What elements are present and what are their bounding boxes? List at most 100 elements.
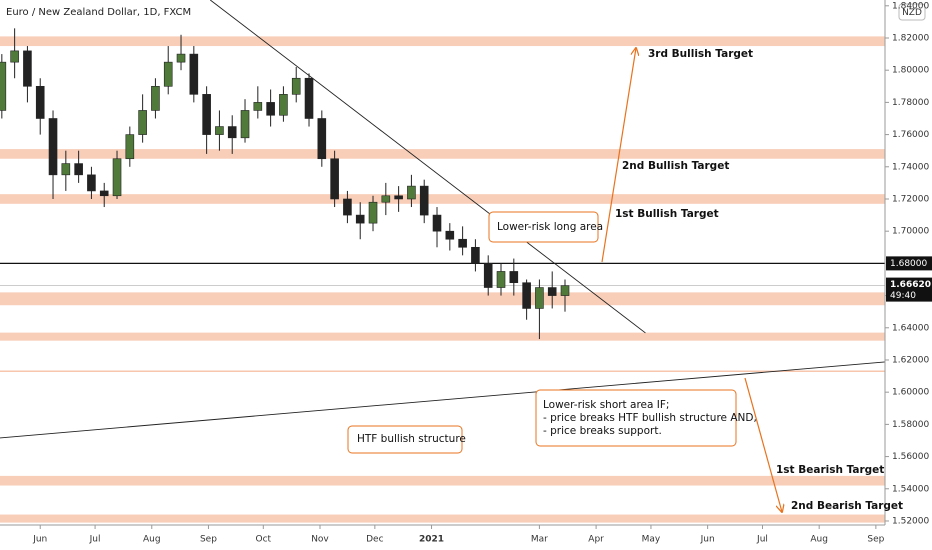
bullish-arrow [601, 48, 636, 263]
candle-body [432, 214, 442, 232]
candle-body [381, 195, 391, 203]
candle-body [343, 198, 352, 216]
x-tick-label: Jul [89, 535, 101, 545]
x-tick-label: Jun [32, 535, 47, 545]
zone [0, 194, 885, 204]
chart-title: Euro / New Zealand Dollar, 1D, FXCM [6, 7, 191, 18]
trendline [0, 361, 886, 439]
zone [0, 292, 885, 306]
y-tick-label: 1.82000 [892, 33, 929, 43]
candle-body [547, 287, 557, 296]
y-tick-label: 1.80000 [892, 66, 929, 76]
candle-body [35, 85, 45, 119]
candle-body [138, 110, 147, 135]
x-tick-label: Apr [588, 535, 604, 545]
candle-body [240, 110, 250, 139]
candle-body [215, 126, 224, 135]
candle-body [522, 282, 531, 309]
candle-body [304, 77, 314, 119]
x-tick-label: May [642, 535, 661, 545]
y-tick-label: 1.64000 [892, 323, 929, 333]
y-tick-label: 1.72000 [892, 194, 929, 204]
annotation-line: - price breaks support. [543, 425, 662, 437]
y-tick-label: 1.74000 [892, 162, 929, 172]
candle-body [61, 163, 71, 176]
candle-body [48, 118, 58, 176]
y-tick-label: 1.70000 [892, 227, 929, 237]
candle-body [202, 94, 211, 135]
candle-body [330, 158, 339, 200]
candle-body [266, 102, 275, 116]
x-tick-label: Aug [810, 535, 828, 545]
zone [0, 149, 885, 159]
candle-body [471, 246, 480, 264]
level-badge [886, 256, 932, 271]
candle-body [535, 287, 544, 309]
candle-body [419, 185, 429, 216]
level-label: 1.68000 [890, 259, 927, 269]
candle-body [509, 271, 519, 284]
annotation-box [535, 389, 737, 447]
candle-body [163, 61, 173, 87]
y-tick-label: 1.56000 [892, 452, 929, 462]
candle-body [291, 77, 301, 95]
y-tick-label: 1.78000 [892, 98, 929, 108]
candle-body [253, 102, 263, 111]
candle-body [99, 190, 109, 197]
candle-body [112, 158, 122, 197]
countdown: 49:40 [890, 291, 916, 301]
x-tick-label: 2021 [419, 535, 444, 545]
annotation: Lower-risk long area [497, 221, 603, 233]
x-tick-label: Oct [256, 535, 272, 545]
y-tick-label: 1.58000 [892, 420, 929, 430]
candle-body [368, 201, 378, 224]
currency: NZD [902, 8, 922, 18]
zone [0, 36, 885, 47]
last-price-label: 1.66620 [890, 280, 931, 290]
candle-body [125, 134, 135, 160]
candle-body [317, 118, 327, 160]
zone [0, 514, 885, 523]
annotation-line: - price breaks HTF bullish structure AND… [543, 412, 757, 424]
candle-body [483, 263, 493, 288]
x-tick-label: Dec [366, 535, 383, 545]
candle-body [74, 163, 83, 176]
annotation-box [347, 425, 463, 454]
annotation: 2nd Bullish Target [622, 160, 729, 172]
bearish-arrow [744, 377, 782, 512]
candle-body [355, 214, 365, 224]
candle-body [496, 271, 506, 288]
annotation-line: Lower-risk short area IF; [543, 399, 669, 411]
last-price-badge [886, 277, 932, 302]
candle-body [23, 50, 32, 87]
y-tick-label: 1.76000 [892, 130, 929, 140]
candle-body [279, 94, 288, 116]
candle-body [407, 185, 416, 200]
annotation: 1st Bullish Target [615, 208, 719, 220]
annotation-box [488, 211, 599, 243]
candle-body [0, 61, 7, 111]
plot-layer [0, 0, 886, 523]
candle-body [560, 285, 570, 296]
x-tick-label: Sep [200, 535, 217, 545]
candle-body [176, 53, 186, 63]
y-tick-label: 1.62000 [892, 355, 929, 365]
y-tick-label: 1.52000 [892, 516, 929, 526]
x-tick-label: Sep [867, 535, 884, 545]
y-tick-label: 1.54000 [892, 484, 929, 494]
zone [0, 475, 885, 486]
currency-box [898, 3, 926, 21]
x-tick-label: Mar [531, 535, 548, 545]
x-tick-label: Jun [700, 535, 715, 545]
y-tick-label: 1.84000 [892, 1, 929, 11]
candle-body [10, 50, 19, 63]
y-tick-label: 1.60000 [892, 388, 929, 398]
candle-body [151, 85, 160, 111]
candle-body [458, 238, 467, 248]
x-tick-label: Jul [756, 535, 768, 545]
candle-body [87, 174, 96, 192]
annotation: 1st Bearish Target [776, 464, 884, 476]
candle-body [227, 126, 237, 139]
trendline [210, 0, 646, 334]
